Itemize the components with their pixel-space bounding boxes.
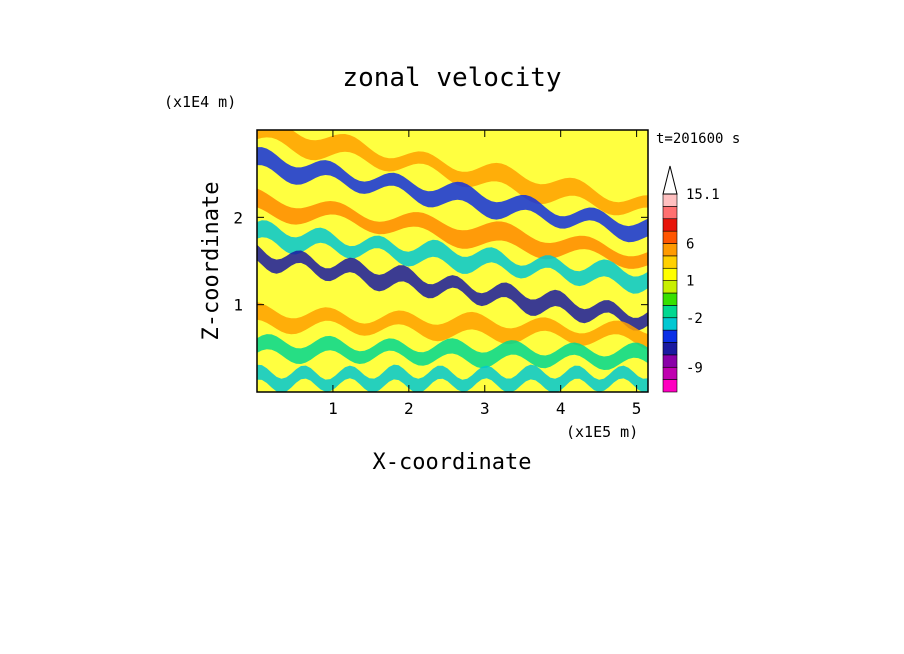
x-tick-label: 3	[480, 399, 490, 418]
colorbar-label: 1	[686, 274, 694, 290]
contour-field	[257, 130, 648, 392]
colorbar-bin	[662, 354, 678, 368]
y-unit-label: (x1E4 m)	[164, 93, 236, 111]
colorbar-bin	[662, 255, 678, 269]
y-axis-label: Z-coordinate	[199, 182, 224, 341]
colorbar-bin	[662, 267, 678, 281]
colorbar-label: -9	[686, 360, 703, 376]
colorbar-label: -2	[686, 311, 703, 327]
x-tick-label: 2	[404, 399, 414, 418]
contour-band	[257, 220, 648, 294]
colorbar-label: 6	[686, 237, 694, 253]
colorbar-label: 15.1	[686, 187, 720, 203]
contour-band	[257, 244, 648, 331]
x-tick-label: 1	[328, 399, 338, 418]
plot-frame	[256, 129, 649, 393]
colorbar: -9 -2 1 6 15.1	[662, 165, 720, 393]
contour-band	[257, 302, 648, 351]
colorbar-bin	[662, 218, 678, 232]
colorbar-bin	[662, 366, 678, 380]
colorbar-bin	[662, 230, 678, 244]
contour-band	[257, 334, 648, 370]
colorbar-bin	[662, 280, 678, 294]
colorbar-bin	[662, 329, 678, 343]
colorbar-bin	[662, 193, 678, 207]
x-axis-label: X-coordinate	[373, 450, 532, 475]
contour-band	[257, 130, 648, 216]
time-label: t=201600 s	[656, 131, 740, 147]
colorbar-bin	[662, 305, 678, 319]
chart-title: zonal velocity	[342, 63, 561, 93]
x-tick-label: 5	[632, 399, 642, 418]
colorbar-bin	[662, 292, 678, 306]
y-tick-label: 1	[233, 296, 243, 315]
colorbar-bin	[662, 317, 678, 331]
colorbar-bin	[662, 243, 678, 257]
colorbar-bin	[662, 342, 678, 356]
colorbar-bin	[662, 379, 678, 393]
colorbar-extend-arrow	[662, 165, 678, 195]
x-tick-label: 4	[556, 399, 566, 418]
contour-band	[257, 147, 648, 243]
x-unit-label: (x1E5 m)	[566, 423, 638, 441]
colorbar-bin	[662, 206, 678, 220]
contour-band	[257, 188, 648, 269]
y-axis-ticks: 12	[233, 208, 648, 315]
x-axis-ticks: 1 2 3 4 5	[328, 130, 641, 418]
y-tick-label: 2	[233, 208, 243, 227]
contour-band	[257, 364, 648, 392]
